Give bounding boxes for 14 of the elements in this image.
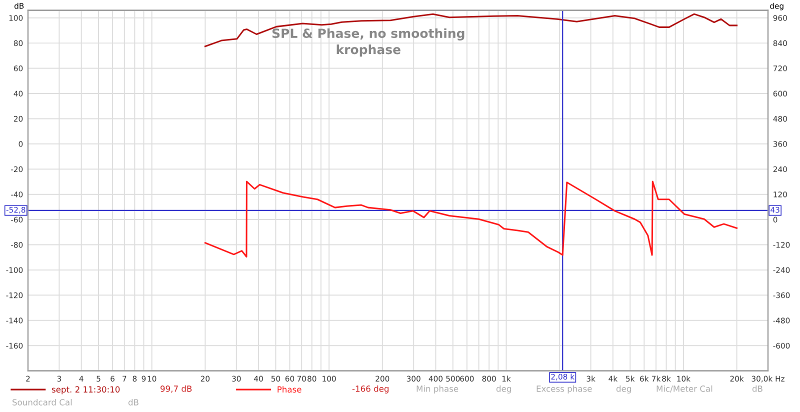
text: deg [496,385,511,394]
legend-label: Phase [278,386,302,393]
text: -166 deg [352,385,389,394]
text: krophase [336,44,400,57]
text: deg [616,385,631,394]
text: SPL & Phase, no smoothing [272,28,464,41]
text: Mic/Meter Cal [656,385,712,392]
text: dB [128,398,138,406]
text: Min phase [416,385,458,394]
legend-label: sept. 2 11:30:10 [52,386,120,394]
text: Soundcard Cal [12,398,72,406]
text: dB [752,385,762,392]
text: 99,7 dB [160,385,192,393]
text: Excess phase [536,385,592,394]
